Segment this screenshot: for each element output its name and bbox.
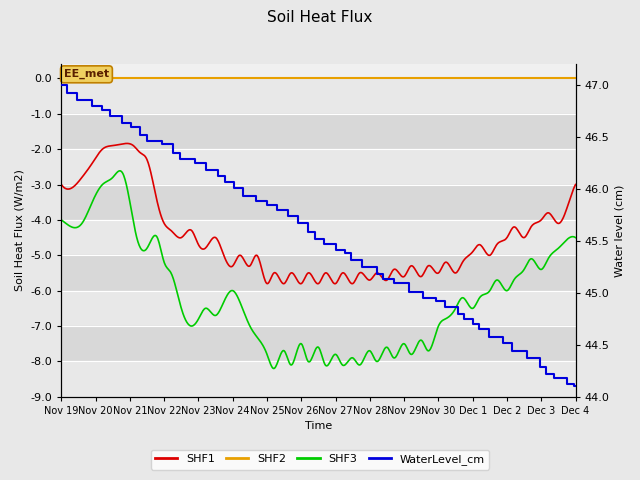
Y-axis label: Water level (cm): Water level (cm): [615, 184, 625, 276]
Y-axis label: Soil Heat Flux (W/m2): Soil Heat Flux (W/m2): [15, 169, 25, 291]
Bar: [61, 255, 575, 291]
Bar: [61, 78, 575, 114]
Bar: [61, 326, 575, 361]
Bar: [61, 149, 575, 184]
Text: EE_met: EE_met: [64, 69, 109, 80]
Bar: [61, 184, 575, 220]
Text: Soil Heat Flux: Soil Heat Flux: [268, 10, 372, 24]
Bar: [61, 361, 575, 397]
Bar: [61, 114, 575, 149]
Legend: SHF1, SHF2, SHF3, WaterLevel_cm: SHF1, SHF2, SHF3, WaterLevel_cm: [151, 450, 489, 469]
X-axis label: Time: Time: [305, 421, 332, 432]
Bar: [61, 291, 575, 326]
Bar: [61, 220, 575, 255]
